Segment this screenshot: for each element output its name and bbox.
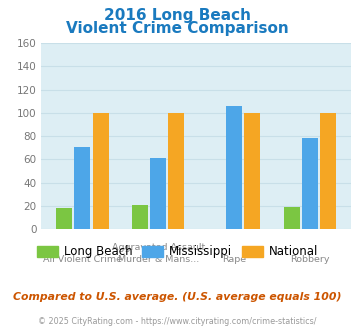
Text: Robbery: Robbery bbox=[290, 254, 329, 264]
Text: © 2025 CityRating.com - https://www.cityrating.com/crime-statistics/: © 2025 CityRating.com - https://www.city… bbox=[38, 317, 317, 326]
Bar bbox=[320, 113, 336, 229]
Bar bbox=[56, 208, 72, 229]
Bar bbox=[168, 113, 185, 229]
Text: Rape: Rape bbox=[222, 254, 246, 264]
Bar bbox=[132, 205, 148, 229]
Text: Compared to U.S. average. (U.S. average equals 100): Compared to U.S. average. (U.S. average … bbox=[13, 292, 342, 302]
Text: Violent Crime Comparison: Violent Crime Comparison bbox=[66, 21, 289, 36]
Bar bbox=[302, 139, 318, 229]
Bar bbox=[244, 113, 260, 229]
Bar bbox=[75, 147, 91, 229]
Text: All Violent Crime: All Violent Crime bbox=[43, 254, 122, 264]
Bar bbox=[284, 207, 300, 229]
Text: Murder & Mans...: Murder & Mans... bbox=[118, 254, 199, 264]
Bar bbox=[226, 106, 242, 229]
Bar bbox=[150, 158, 166, 229]
Text: Aggravated Assault: Aggravated Assault bbox=[111, 243, 205, 252]
Bar bbox=[93, 113, 109, 229]
Legend: Long Beach, Mississippi, National: Long Beach, Mississippi, National bbox=[32, 241, 323, 263]
Text: 2016 Long Beach: 2016 Long Beach bbox=[104, 8, 251, 23]
